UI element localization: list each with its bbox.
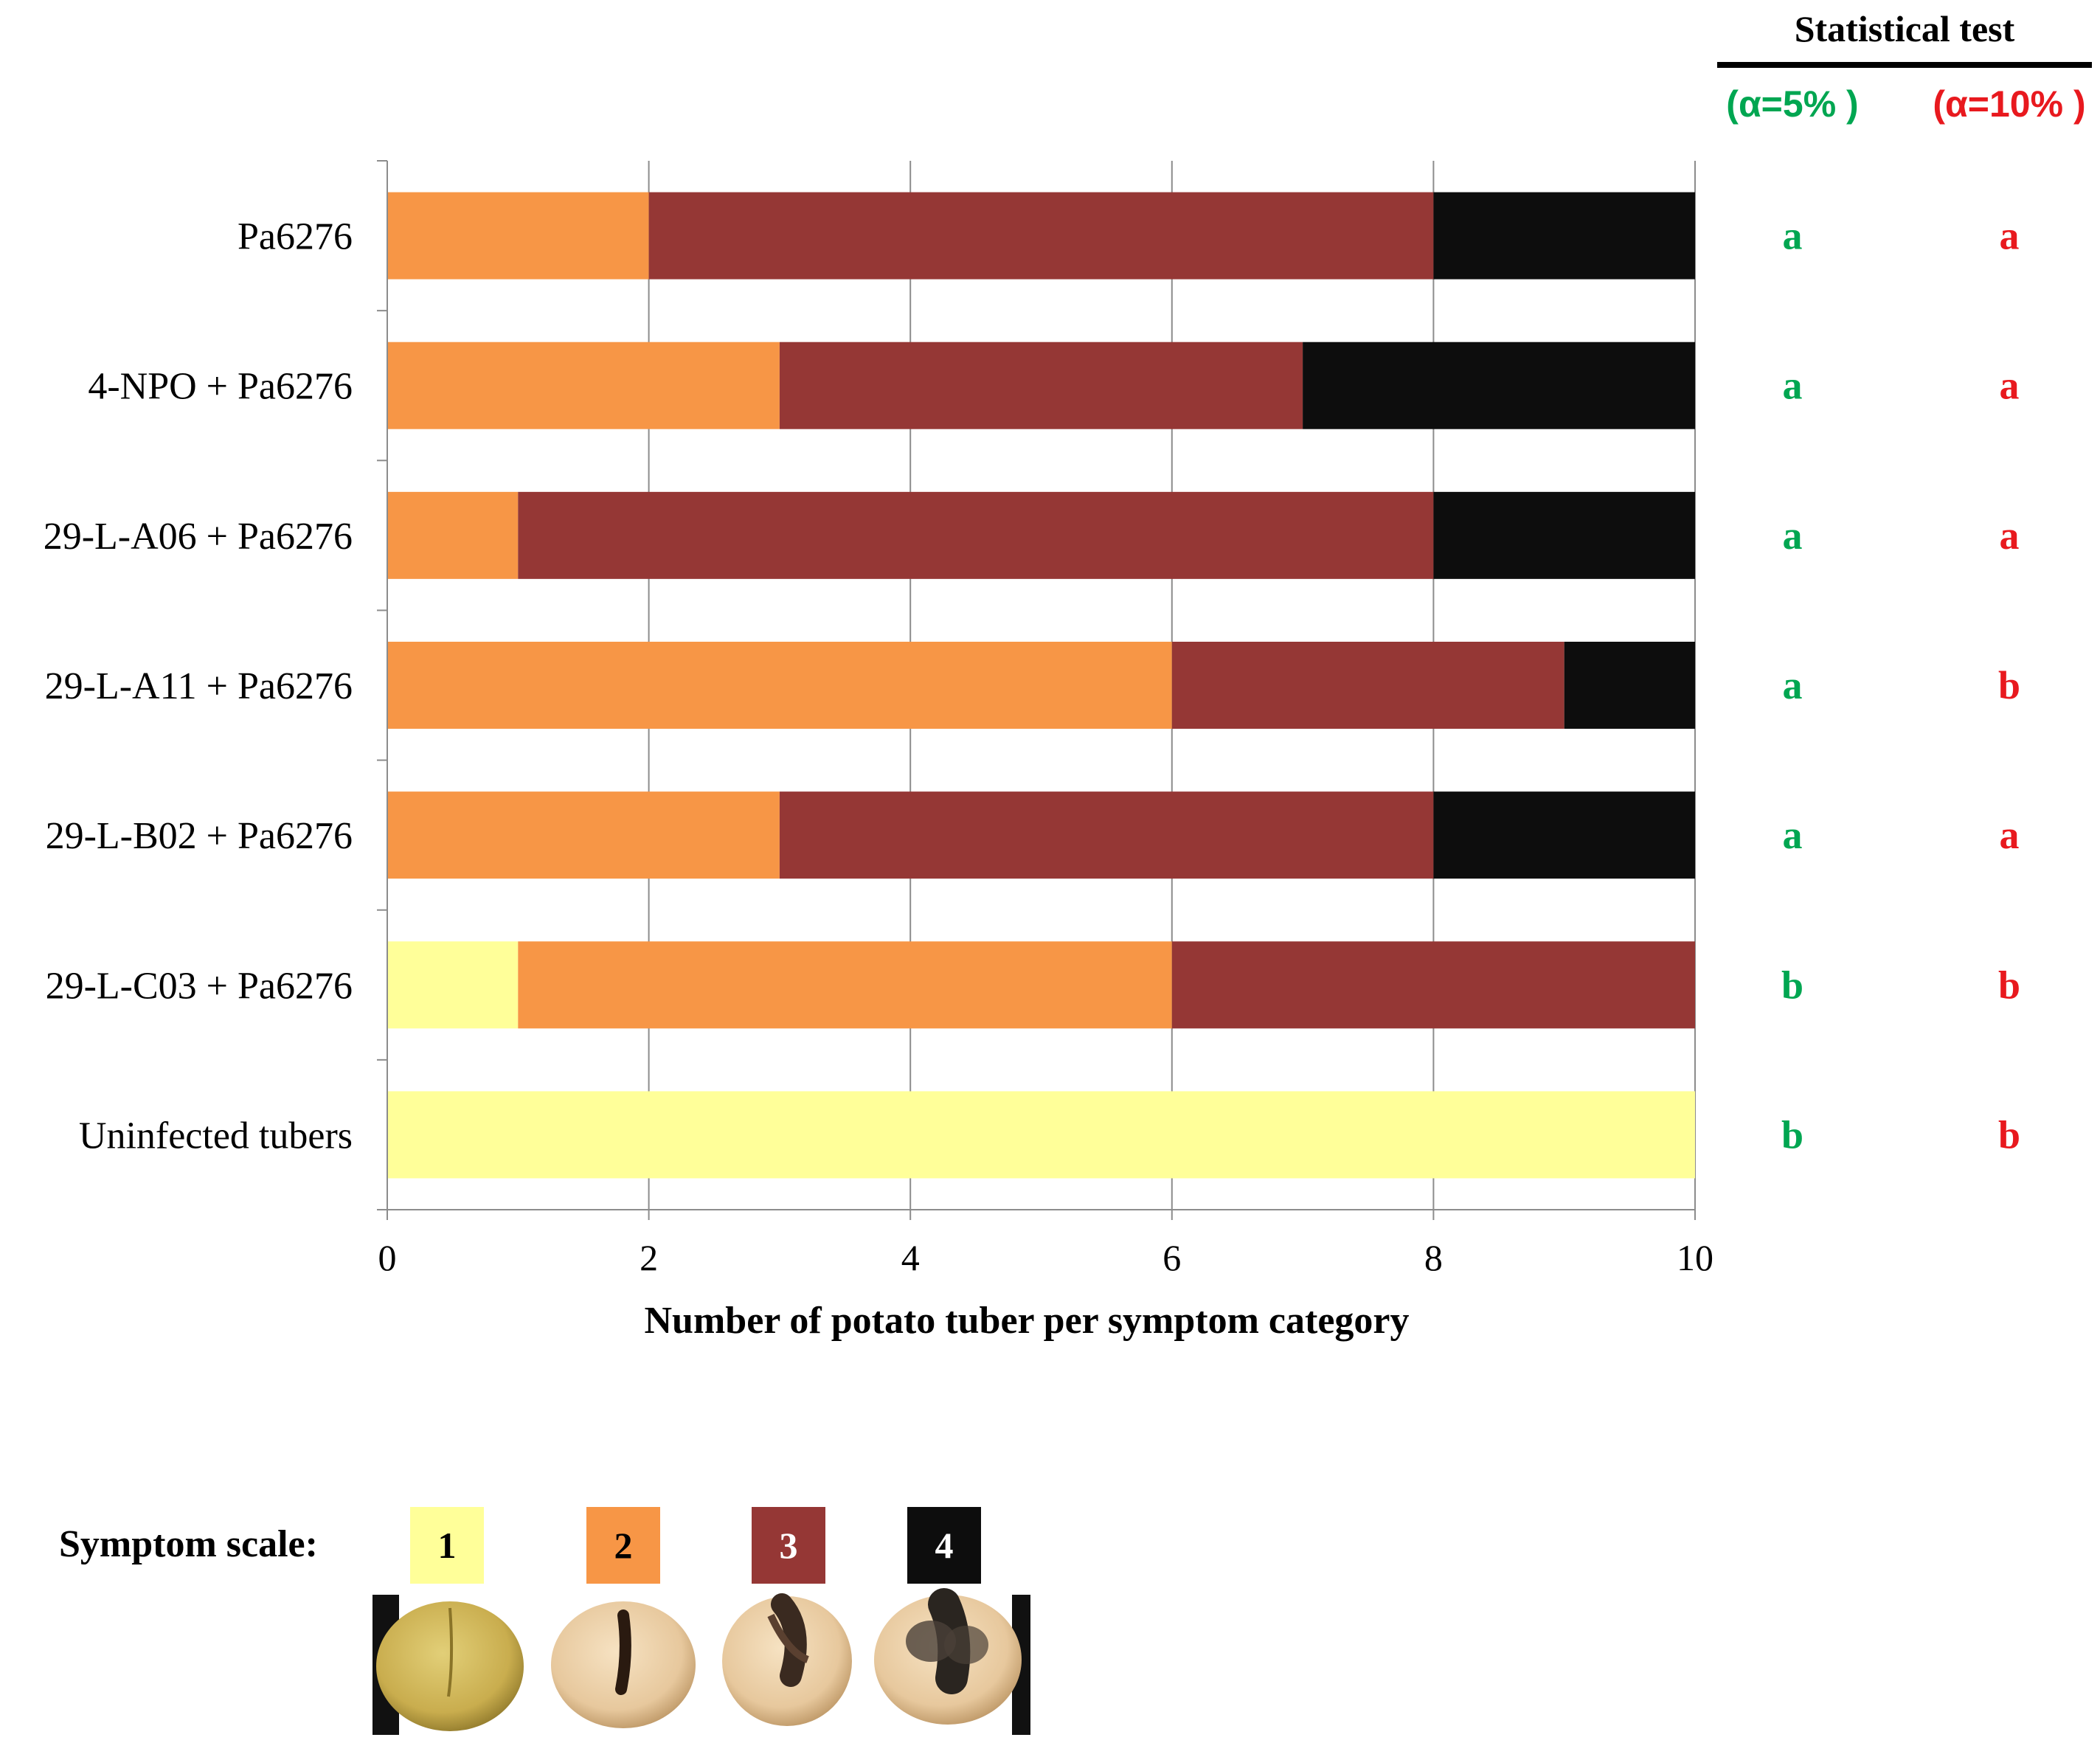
stats-letter: a [2000,513,2020,558]
stats-letter: a [1783,364,1803,408]
bar-segment [387,791,780,879]
category-label: 29-L-B02 + Pa6276 [46,815,353,857]
x-tick-label: 6 [1162,1237,1181,1278]
stats-letter: b [1998,1112,2020,1157]
bar-segment [1564,642,1695,729]
category-label: 29-L-A06 + Pa6276 [44,516,353,558]
stats-letter: b [1998,963,2020,1007]
bar-segment [1433,192,1695,280]
stats-letter: b [1998,663,2020,707]
legend-label: 2 [614,1525,633,1566]
bar-segment [387,192,649,280]
stats-letter: a [2000,214,2020,258]
category-label: Uninfected tubers [79,1115,353,1157]
x-tick-label: 4 [901,1237,920,1278]
stats-letter: a [1783,663,1803,707]
category-label: 29-L-A11 + Pa6276 [45,665,353,707]
legend-label: 4 [935,1525,954,1566]
bar-segment [387,1091,1695,1179]
bar-segment [518,941,1172,1029]
bar-segment [1303,342,1695,429]
legend-label: 3 [780,1525,798,1566]
bar-segment [648,192,1434,280]
symptom-scale-label: Symptom scale: [59,1523,318,1565]
x-tick-label: 8 [1424,1237,1443,1278]
stats-letter: a [1783,513,1803,558]
stats-letter: a [1783,813,1803,857]
legend-swatch [410,1507,484,1584]
category-label: Pa6276 [238,216,353,258]
bar-segment [1433,791,1695,879]
category-label: 29-L-C03 + Pa6276 [46,965,353,1007]
bar-segment [1433,491,1695,579]
stats-column-header: (α=10% ) [1933,83,2085,125]
stats-letter: b [1781,1112,1803,1157]
bar-segment [518,491,1434,579]
category-label: 4-NPO + Pa6276 [88,366,353,408]
bar-segment [779,791,1434,879]
x-tick-label: 2 [640,1237,658,1278]
stats-letter: a [2000,364,2020,408]
symptom-scale-legend: 1 2 3 4 [410,1507,981,1584]
bar-segment [779,342,1303,429]
legend-label: 1 [438,1525,457,1566]
stats-letters: a a a a a a a b a a b b b b (α=5% ) (α=10% ) [1726,83,2085,1157]
bar-segment [1171,941,1695,1029]
legend-swatch [907,1507,981,1584]
bar-segment [387,342,780,429]
bar-segment [387,941,519,1029]
x-axis-label: Number of potato tuber per symptom categ… [645,1300,1410,1342]
bar-segment [1171,642,1564,729]
tuber-photo-strip [372,1588,1030,1735]
stats-letter: a [1783,214,1803,258]
bar-segment [387,491,519,579]
axes [377,160,1696,1220]
category-labels: Pa6276 4-NPO + Pa6276 29-L-A06 + Pa6276 29-… [44,216,353,1157]
x-tick-label: 10 [1677,1237,1713,1278]
stats-title: Statistical test [1795,8,2015,49]
stats-letter: b [1781,963,1803,1007]
stats-letter: a [2000,813,2020,857]
x-tick-labels: 0 2 4 6 8 10 [378,1237,1714,1278]
stats-column-header: (α=5% ) [1726,83,1858,125]
legend-swatch [586,1507,660,1584]
legend-swatch [752,1507,825,1584]
x-tick-label: 0 [378,1237,397,1278]
bar-segment [387,642,1172,729]
bars [387,192,1695,1179]
